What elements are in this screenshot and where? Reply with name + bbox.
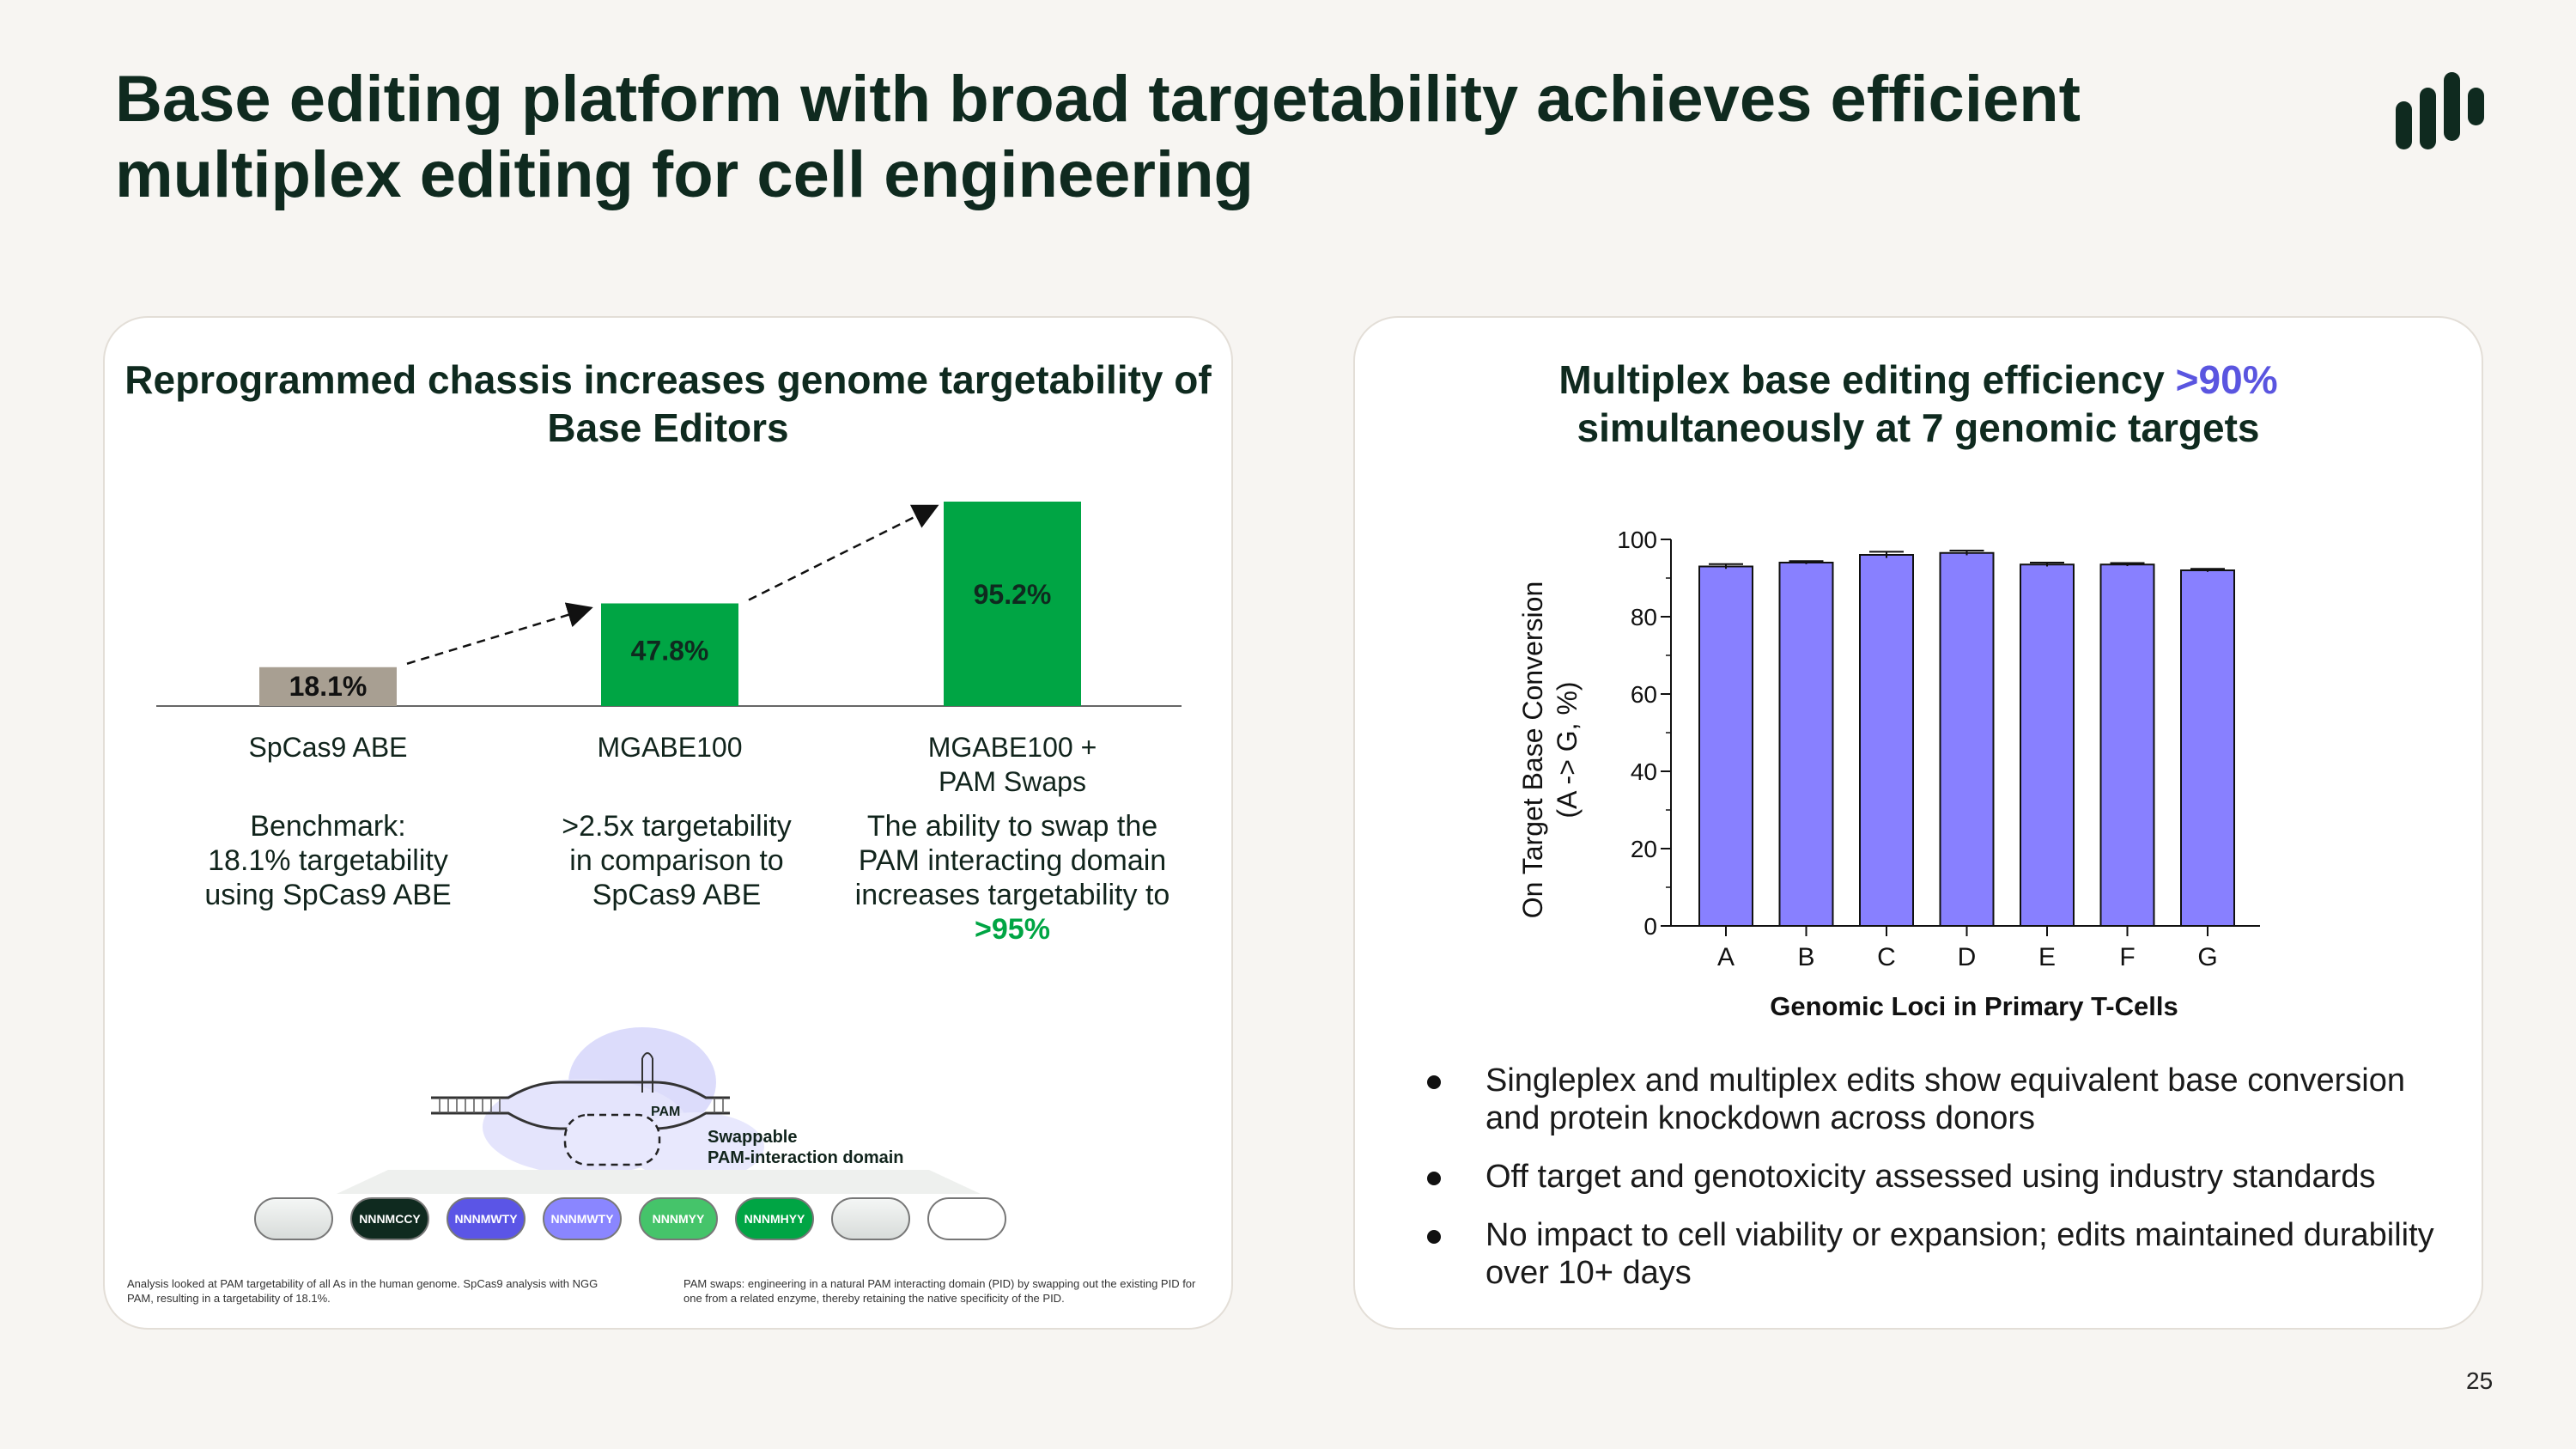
x-tick-label: B — [1797, 943, 1814, 971]
targetability-panel-title: Reprogrammed chassis increases genome ta… — [125, 357, 1212, 450]
multiplex-title-main: Multiplex base editing efficiency — [1558, 357, 2165, 402]
pam-variant-pill — [831, 1197, 910, 1240]
x-tick-label: E — [2038, 943, 2056, 971]
targetability-bar — [944, 502, 1081, 706]
category-label: SpCas9 ABE — [248, 732, 408, 763]
multiplex-title-line2: simultaneously at 7 genomic targets — [1577, 405, 2260, 450]
y-tick-label: 0 — [1643, 913, 1657, 940]
pam-variant-pill: NNNMWTY — [447, 1197, 526, 1240]
efficiency-bar — [1939, 551, 1995, 927]
y-tick-label: 80 — [1631, 604, 1657, 630]
list-item: No impact to cell viability or expansion… — [1425, 1216, 2456, 1292]
x-tick-label: G — [2197, 943, 2217, 971]
slide-title: Base editing platform with broad targeta… — [115, 63, 2081, 211]
targetability-value-label: 18.1% — [289, 671, 368, 702]
multiplex-efficiency-chart: 0 20 40 60 80 100 A B C D E F G Genomic Loci in Prima… — [1517, 527, 2260, 1021]
swappable-label-line2: PAM-interaction domain — [708, 1148, 904, 1167]
trend-arrow — [406, 602, 593, 665]
y-tick-label: 20 — [1631, 836, 1657, 862]
efficiency-bar — [2180, 569, 2235, 927]
targetability-bar — [259, 667, 397, 706]
pam-variant-pill: NNNMYY — [639, 1197, 718, 1240]
guide-rna-loop — [641, 1052, 653, 1059]
y-tick-label: 100 — [1617, 527, 1657, 553]
multiplex-panel-title: Multiplex base editing efficiency >90% s… — [1355, 356, 2482, 452]
x-axis-title: Genomic Loci in Primary T-Cells — [1770, 991, 2178, 1021]
pam-variant-pill — [254, 1197, 333, 1240]
page-number: 25 — [2466, 1367, 2494, 1394]
x-tick-label: C — [1877, 943, 1896, 971]
pam-label: PAM — [651, 1105, 681, 1119]
targetability-highlight: >95% — [975, 913, 1050, 946]
pam-variant-pill: NNNMWTY — [543, 1197, 622, 1240]
pam-interaction-domain-shape — [563, 1113, 661, 1166]
targetability-chart-svg: 18.1% 47.8% 95.2% — [156, 502, 1182, 707]
company-logo-icon — [2396, 72, 2499, 155]
dna-top-strand — [431, 1081, 730, 1099]
y-tick-label: 40 — [1631, 758, 1657, 785]
y-tick-label: 60 — [1631, 681, 1657, 708]
pam-variant-pill: NNNMCCY — [350, 1197, 429, 1240]
category-description: >2.5x targetability in comparison to SpCas… — [562, 810, 792, 911]
targetability-value-label: 95.2% — [974, 579, 1052, 610]
y-axis-title: On Target Base Conversion — [1517, 581, 1548, 919]
guide-rna-line — [641, 1058, 653, 1093]
efficiency-bar — [1859, 554, 1914, 927]
x-tick-label: D — [1958, 943, 1977, 971]
multiplex-panel: Multiplex base editing efficiency >90% s… — [1353, 316, 2483, 1330]
multiplex-title-highlight: >90% — [2175, 357, 2278, 402]
efficiency-bar — [2099, 563, 2155, 927]
pam-variant-pill: NNNMHYY — [735, 1197, 814, 1240]
list-item: Singleplex and multiplex edits show equi… — [1425, 1062, 2456, 1137]
trend-arrow — [748, 504, 939, 601]
bullet-dot-icon — [1427, 1230, 1441, 1244]
footnote-left: Analysis looked at PAM targetability of … — [127, 1277, 598, 1305]
targetability-bar — [601, 603, 738, 706]
targetability-panel: Reprogrammed chassis increases genome ta… — [103, 316, 1233, 1330]
efficiency-bar — [2020, 563, 2075, 927]
targetability-chart: 18.1% 47.8% 95.2% — [105, 318, 1231, 1328]
diagram-fan-shape — [337, 1170, 981, 1194]
y-axis-title: (A -> G, %) — [1552, 681, 1583, 818]
category-label: MGABE100 + PAM Swaps — [927, 732, 1097, 797]
efficiency-bar — [1778, 562, 1834, 927]
x-tick-label: A — [1717, 943, 1735, 971]
x-tick-label: F — [2119, 943, 2135, 971]
key-findings-list: Singleplex and multiplex edits show equi… — [1425, 1062, 2456, 1312]
base-editor-diagram — [337, 1027, 981, 1194]
bullet-dot-icon — [1427, 1172, 1441, 1185]
swappable-label-line1: Swappable — [708, 1128, 798, 1147]
targetability-value-label: 47.8% — [631, 635, 709, 666]
footnote-right: PAM swaps: engineering in a natural PAM … — [683, 1277, 1196, 1305]
efficiency-bar — [1698, 565, 1753, 927]
swappable-label: Swappable PAM-interaction domain — [708, 1127, 904, 1168]
list-item: Off target and genotoxicity assessed usi… — [1425, 1158, 2456, 1196]
category-description: The ability to swap the PAM interacting d… — [823, 809, 1201, 947]
category-label: MGABE100 — [597, 732, 743, 763]
category-description: Benchmark: 18.1% targetability using SpCas… — [204, 810, 452, 911]
pam-variant-pill — [927, 1197, 1006, 1240]
bullet-dot-icon — [1427, 1075, 1441, 1089]
